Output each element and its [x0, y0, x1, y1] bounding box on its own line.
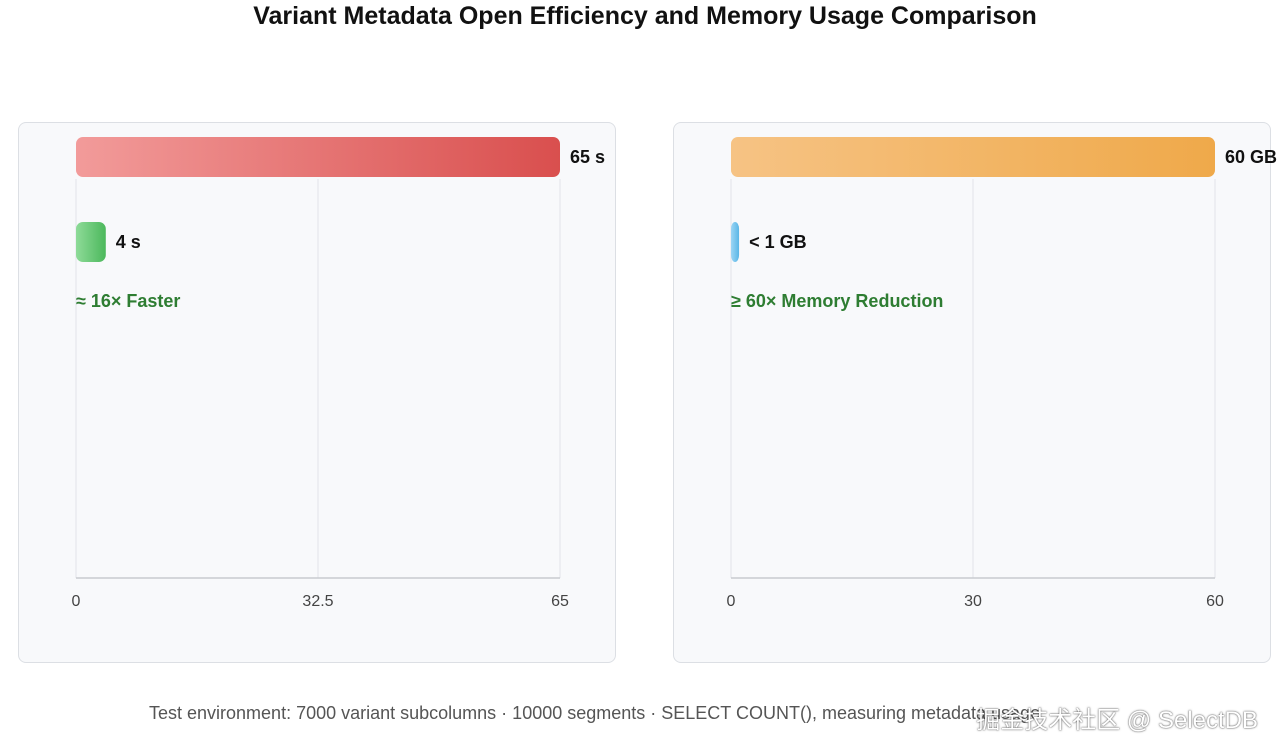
- bar-value-label: 4 s: [116, 232, 141, 252]
- x-tick-label: 32.5: [302, 593, 333, 610]
- bar: [731, 137, 1215, 177]
- bar-value-label: 65 s: [570, 147, 605, 167]
- bar-value-label: < 1 GB: [749, 232, 807, 252]
- time-chart-panel: 0 32.5 65 65 s 4 s ≈ 16× Faster: [18, 122, 616, 663]
- speedup-annotation: ≈ 16× Faster: [76, 291, 180, 311]
- chart-title: Variant Metadata Open Efficiency and Mem…: [253, 2, 1037, 30]
- speedup-annotation: ≥ 60× Memory Reduction: [731, 291, 943, 311]
- bar: [76, 222, 106, 262]
- x-tick-label: 30: [964, 593, 982, 610]
- time-chart: 0 32.5 65 65 s 4 s ≈ 16× Faster: [72, 137, 605, 610]
- x-tick-label: 0: [727, 593, 736, 610]
- memory-chart-panel: 0 30 60 60 GB < 1 GB ≥ 60× Memory Reduction: [673, 122, 1277, 663]
- watermark: 掘金技术社区 @ SelectDB: [976, 707, 1258, 734]
- bar: [731, 222, 740, 262]
- bar-value-label: 60 GB: [1225, 147, 1277, 167]
- footer-note: Test environment: 7000 variant subcolumn…: [149, 703, 1041, 723]
- memory-chart: 0 30 60 60 GB < 1 GB ≥ 60× Memory Reduction: [727, 137, 1277, 610]
- x-tick-label: 60: [1206, 593, 1224, 610]
- bar: [76, 137, 560, 177]
- x-tick-label: 65: [551, 593, 569, 610]
- x-tick-label: 0: [72, 593, 81, 610]
